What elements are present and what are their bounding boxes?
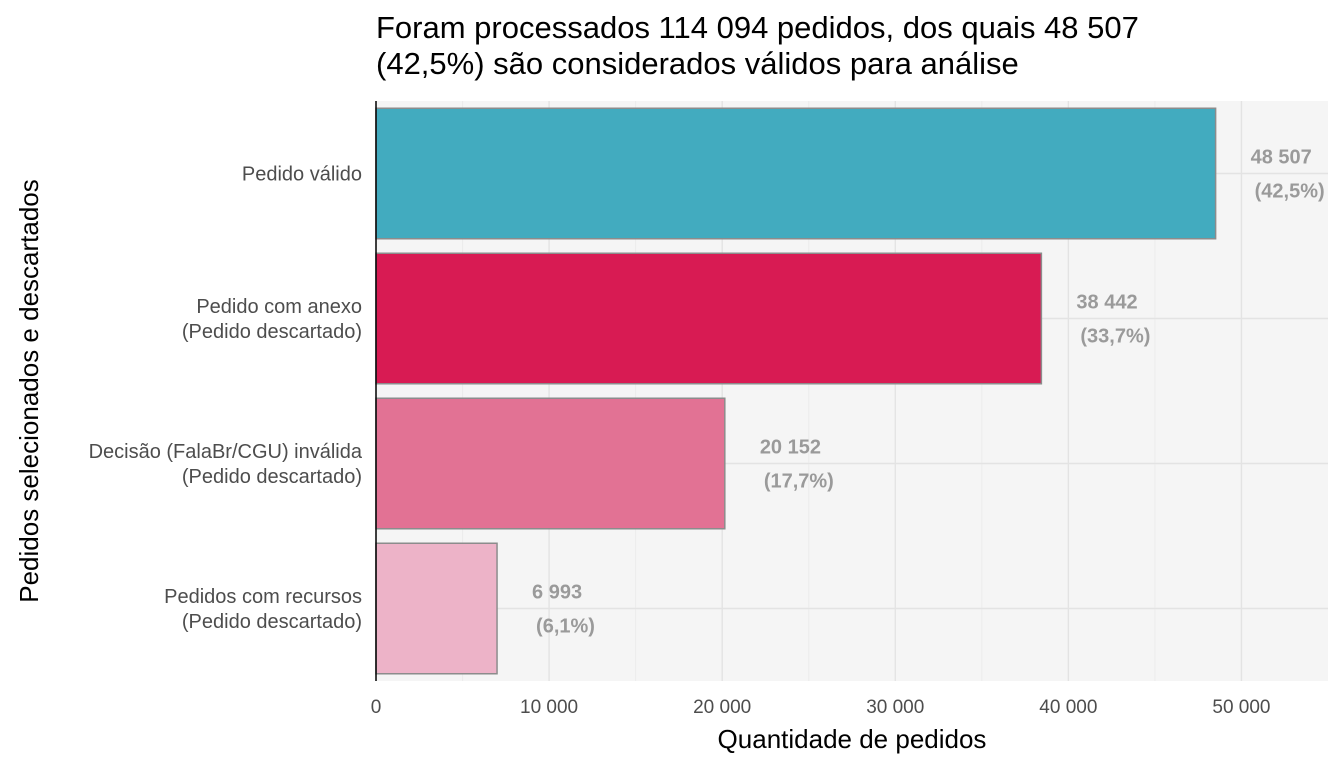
y-tick-label: Pedido válido (242, 164, 362, 186)
bar (375, 542, 498, 675)
y-tick-label: Decisão (FalaBr/CGU) inválida (89, 441, 363, 463)
y-axis-title: Pedidos selecionados e descartados (14, 179, 44, 603)
bar (375, 397, 726, 530)
bar-percent-label: (33,7%) (1080, 326, 1150, 348)
bar-percent-label: (17,7%) (764, 471, 834, 493)
bar-value-label: 20 152 (760, 437, 821, 459)
bar (375, 107, 1217, 240)
bar-percent-label: (42,5%) (1255, 181, 1325, 203)
bar (375, 252, 1043, 385)
x-tick-labels: 0 10 000 20 000 30 000 40 000 50 000 (371, 697, 1271, 718)
bar-percent-label: (6,1%) (536, 616, 595, 638)
y-tick-label: (Pedido descartado) (182, 321, 362, 343)
chart-title-line-1: Foram processados 114 094 pedidos, dos q… (376, 10, 1139, 45)
bar-value-label: 48 507 (1251, 147, 1312, 169)
bar-value-label: 38 442 (1076, 292, 1137, 314)
x-tick-label: 20 000 (693, 697, 751, 718)
x-tick-label: 10 000 (520, 697, 578, 718)
bar-value-label: 6 993 (532, 582, 582, 604)
y-tick-label: (Pedido descartado) (182, 466, 362, 488)
x-tick-label: 40 000 (1039, 697, 1097, 718)
x-tick-label: 50 000 (1212, 697, 1270, 718)
x-tick-label: 0 (371, 697, 382, 718)
y-tick-label: Pedido com anexo (196, 296, 362, 318)
bars (375, 107, 1217, 675)
chart-title-line-2: (42,5%) são considerados válidos para an… (376, 46, 1019, 81)
x-axis-title: Quantidade de pedidos (718, 724, 987, 754)
y-tick-label: (Pedido descartado) (182, 611, 362, 633)
y-tick-label: Pedidos com recursos (164, 586, 362, 608)
bar-value-labels: 48 507 (42,5%) 38 442 (33,7%) 20 152 (17,7%) 6… (532, 147, 1325, 638)
chart-title: Foram processados 114 094 pedidos, dos q… (376, 10, 1139, 82)
x-tick-label: 30 000 (866, 697, 924, 718)
y-tick-labels: Pedido válido Pedido com anexo (Pedido des… (89, 164, 363, 634)
